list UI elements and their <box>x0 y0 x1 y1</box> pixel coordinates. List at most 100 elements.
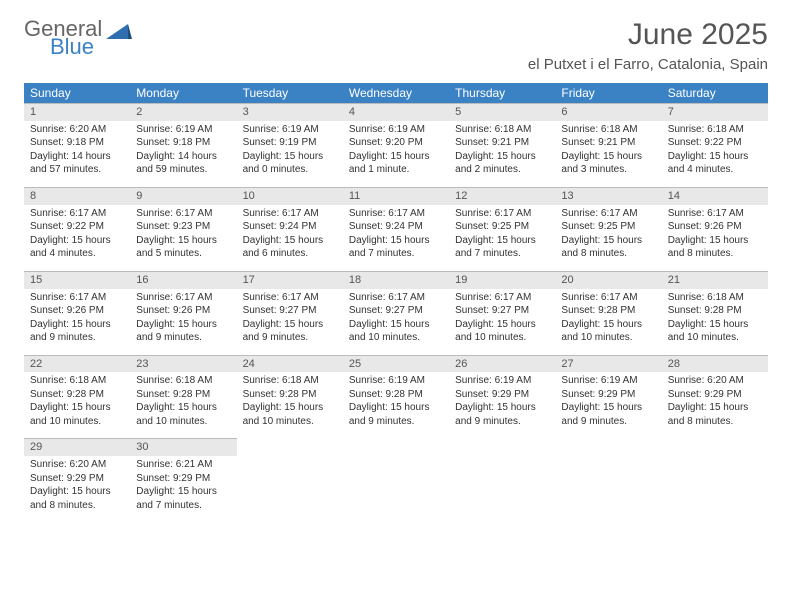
day-body: Sunrise: 6:19 AMSunset: 9:20 PMDaylight:… <box>343 121 449 183</box>
day-cell: 3Sunrise: 6:19 AMSunset: 9:19 PMDaylight… <box>237 103 343 183</box>
day-number: 26 <box>449 355 555 373</box>
daylight-line-2: and 57 minutes. <box>30 163 124 177</box>
day-cell: 13Sunrise: 6:17 AMSunset: 9:25 PMDayligh… <box>555 187 661 267</box>
day-body: Sunrise: 6:19 AMSunset: 9:28 PMDaylight:… <box>343 372 449 434</box>
day-number: 19 <box>449 271 555 289</box>
daylight-line-2: and 59 minutes. <box>136 163 230 177</box>
sunset-line: Sunset: 9:28 PM <box>30 388 124 402</box>
day-cell: 9Sunrise: 6:17 AMSunset: 9:23 PMDaylight… <box>130 187 236 267</box>
header: General Blue June 2025 el Putxet i el Fa… <box>24 18 768 73</box>
day-cell <box>237 438 343 518</box>
daylight-line-2: and 4 minutes. <box>30 247 124 261</box>
daylight-line-2: and 10 minutes. <box>455 331 549 345</box>
day-number: 21 <box>662 271 768 289</box>
day-body: Sunrise: 6:17 AMSunset: 9:27 PMDaylight:… <box>343 289 449 351</box>
daylight-line-1: Daylight: 15 hours <box>243 401 337 415</box>
daylight-line-2: and 10 minutes. <box>349 331 443 345</box>
sunrise-line: Sunrise: 6:19 AM <box>349 123 443 137</box>
daylight-line-2: and 6 minutes. <box>243 247 337 261</box>
sunset-line: Sunset: 9:21 PM <box>561 136 655 150</box>
daylight-line-1: Daylight: 15 hours <box>668 401 762 415</box>
day-cell: 16Sunrise: 6:17 AMSunset: 9:26 PMDayligh… <box>130 271 236 351</box>
sunrise-line: Sunrise: 6:19 AM <box>136 123 230 137</box>
daylight-line-2: and 10 minutes. <box>30 415 124 429</box>
daylight-line-1: Daylight: 15 hours <box>455 401 549 415</box>
sunrise-line: Sunrise: 6:17 AM <box>349 207 443 221</box>
daylight-line-2: and 7 minutes. <box>349 247 443 261</box>
day-number: 11 <box>343 187 449 205</box>
day-number: 20 <box>555 271 661 289</box>
sunset-line: Sunset: 9:22 PM <box>668 136 762 150</box>
day-body: Sunrise: 6:18 AMSunset: 9:28 PMDaylight:… <box>237 372 343 434</box>
weekday-header: Saturday <box>662 83 768 103</box>
day-cell: 8Sunrise: 6:17 AMSunset: 9:22 PMDaylight… <box>24 187 130 267</box>
daylight-line-2: and 8 minutes. <box>30 499 124 513</box>
daylight-line-1: Daylight: 15 hours <box>30 485 124 499</box>
day-body: Sunrise: 6:17 AMSunset: 9:26 PMDaylight:… <box>130 289 236 351</box>
day-cell: 20Sunrise: 6:17 AMSunset: 9:28 PMDayligh… <box>555 271 661 351</box>
day-cell <box>555 438 661 518</box>
day-body: Sunrise: 6:18 AMSunset: 9:21 PMDaylight:… <box>449 121 555 183</box>
day-cell <box>449 438 555 518</box>
day-body: Sunrise: 6:17 AMSunset: 9:24 PMDaylight:… <box>343 205 449 267</box>
daylight-line-1: Daylight: 15 hours <box>136 234 230 248</box>
daylight-line-1: Daylight: 14 hours <box>30 150 124 164</box>
sunset-line: Sunset: 9:27 PM <box>455 304 549 318</box>
day-cell: 23Sunrise: 6:18 AMSunset: 9:28 PMDayligh… <box>130 355 236 435</box>
day-body: Sunrise: 6:20 AMSunset: 9:18 PMDaylight:… <box>24 121 130 183</box>
day-body: Sunrise: 6:19 AMSunset: 9:18 PMDaylight:… <box>130 121 236 183</box>
week-row: 8Sunrise: 6:17 AMSunset: 9:22 PMDaylight… <box>24 187 768 267</box>
weekday-header: Sunday <box>24 83 130 103</box>
day-cell: 29Sunrise: 6:20 AMSunset: 9:29 PMDayligh… <box>24 438 130 518</box>
daylight-line-2: and 9 minutes. <box>561 415 655 429</box>
daylight-line-2: and 10 minutes. <box>136 415 230 429</box>
day-cell: 24Sunrise: 6:18 AMSunset: 9:28 PMDayligh… <box>237 355 343 435</box>
daylight-line-1: Daylight: 15 hours <box>668 234 762 248</box>
sunrise-line: Sunrise: 6:19 AM <box>455 374 549 388</box>
sunrise-line: Sunrise: 6:17 AM <box>668 207 762 221</box>
daylight-line-1: Daylight: 15 hours <box>561 150 655 164</box>
sunrise-line: Sunrise: 6:17 AM <box>349 291 443 305</box>
daylight-line-1: Daylight: 15 hours <box>668 150 762 164</box>
daylight-line-2: and 10 minutes. <box>561 331 655 345</box>
day-cell: 5Sunrise: 6:18 AMSunset: 9:21 PMDaylight… <box>449 103 555 183</box>
day-cell: 6Sunrise: 6:18 AMSunset: 9:21 PMDaylight… <box>555 103 661 183</box>
sunset-line: Sunset: 9:23 PM <box>136 220 230 234</box>
daylight-line-1: Daylight: 15 hours <box>455 234 549 248</box>
daylight-line-2: and 8 minutes. <box>668 247 762 261</box>
sunrise-line: Sunrise: 6:17 AM <box>455 291 549 305</box>
day-cell <box>343 438 449 518</box>
day-body: Sunrise: 6:17 AMSunset: 9:28 PMDaylight:… <box>555 289 661 351</box>
daylight-line-1: Daylight: 15 hours <box>30 318 124 332</box>
sunset-line: Sunset: 9:29 PM <box>561 388 655 402</box>
day-number: 1 <box>24 103 130 121</box>
day-number: 15 <box>24 271 130 289</box>
calendar-grid: SundayMondayTuesdayWednesdayThursdayFrid… <box>24 83 768 518</box>
day-cell: 30Sunrise: 6:21 AMSunset: 9:29 PMDayligh… <box>130 438 236 518</box>
daylight-line-1: Daylight: 15 hours <box>455 150 549 164</box>
sunset-line: Sunset: 9:25 PM <box>561 220 655 234</box>
daylight-line-1: Daylight: 15 hours <box>561 401 655 415</box>
day-cell: 26Sunrise: 6:19 AMSunset: 9:29 PMDayligh… <box>449 355 555 435</box>
daylight-line-2: and 0 minutes. <box>243 163 337 177</box>
sunset-line: Sunset: 9:26 PM <box>30 304 124 318</box>
daylight-line-1: Daylight: 15 hours <box>136 485 230 499</box>
daylight-line-2: and 9 minutes. <box>455 415 549 429</box>
sunset-line: Sunset: 9:24 PM <box>349 220 443 234</box>
day-cell: 11Sunrise: 6:17 AMSunset: 9:24 PMDayligh… <box>343 187 449 267</box>
day-number: 29 <box>24 438 130 456</box>
sunrise-line: Sunrise: 6:18 AM <box>561 123 655 137</box>
day-cell: 14Sunrise: 6:17 AMSunset: 9:26 PMDayligh… <box>662 187 768 267</box>
sunrise-line: Sunrise: 6:17 AM <box>30 291 124 305</box>
daylight-line-2: and 5 minutes. <box>136 247 230 261</box>
day-cell <box>662 438 768 518</box>
weekday-header: Monday <box>130 83 236 103</box>
sunset-line: Sunset: 9:26 PM <box>668 220 762 234</box>
day-body: Sunrise: 6:17 AMSunset: 9:23 PMDaylight:… <box>130 205 236 267</box>
week-row: 15Sunrise: 6:17 AMSunset: 9:26 PMDayligh… <box>24 271 768 351</box>
day-body: Sunrise: 6:17 AMSunset: 9:27 PMDaylight:… <box>449 289 555 351</box>
sunrise-line: Sunrise: 6:17 AM <box>561 291 655 305</box>
daylight-line-2: and 4 minutes. <box>668 163 762 177</box>
day-body: Sunrise: 6:18 AMSunset: 9:21 PMDaylight:… <box>555 121 661 183</box>
sunset-line: Sunset: 9:29 PM <box>455 388 549 402</box>
